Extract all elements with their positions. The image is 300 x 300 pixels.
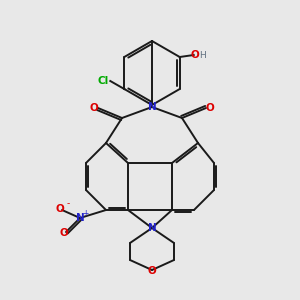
Text: H: H: [199, 50, 206, 59]
Text: Cl: Cl: [98, 76, 109, 86]
Text: N: N: [148, 102, 156, 112]
Text: N: N: [148, 223, 156, 233]
Text: O: O: [56, 204, 64, 214]
Text: O: O: [90, 103, 98, 113]
Text: -: -: [66, 200, 70, 208]
Text: O: O: [60, 228, 68, 238]
Text: N: N: [76, 213, 84, 223]
Text: O: O: [190, 50, 199, 60]
Text: O: O: [206, 103, 214, 113]
Text: +: +: [82, 208, 88, 217]
Text: O: O: [148, 266, 156, 276]
